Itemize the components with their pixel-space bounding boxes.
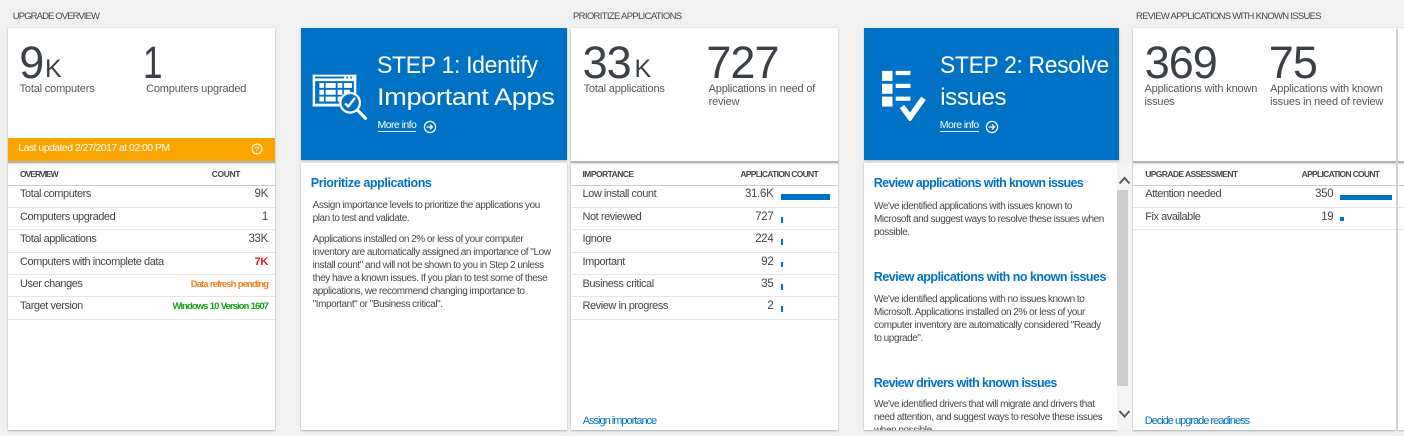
svg-text:?: ?	[254, 144, 258, 153]
